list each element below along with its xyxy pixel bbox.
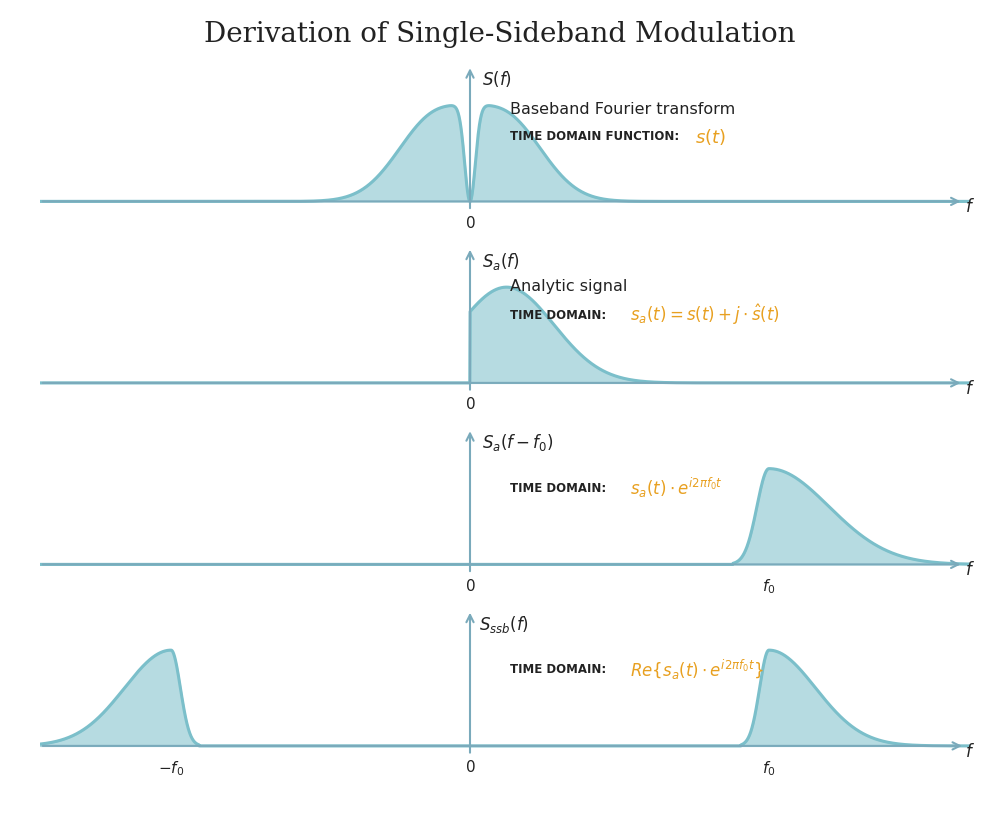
- Text: $0$: $0$: [465, 396, 475, 412]
- Text: TIME DOMAIN:: TIME DOMAIN:: [510, 482, 610, 495]
- Text: $\mathit{Re\{s_a(t) \cdot e^{i2\pi f_0 t}\}}$: $\mathit{Re\{s_a(t) \cdot e^{i2\pi f_0 t…: [630, 658, 764, 682]
- Text: Derivation of Single-Sideband Modulation: Derivation of Single-Sideband Modulation: [204, 21, 796, 48]
- Text: Analytic signal: Analytic signal: [510, 279, 627, 294]
- Text: TIME DOMAIN:: TIME DOMAIN:: [510, 309, 610, 322]
- Text: $f$: $f$: [965, 742, 975, 761]
- Text: $f_0$: $f_0$: [762, 578, 776, 596]
- Text: $f$: $f$: [965, 198, 975, 216]
- Text: TIME DOMAIN FUNCTION:: TIME DOMAIN FUNCTION:: [510, 130, 683, 144]
- Text: $S_a(f)$: $S_a(f)$: [482, 251, 520, 271]
- Text: $f_0$: $f_0$: [762, 759, 776, 778]
- Text: $S_{ssb}(f)$: $S_{ssb}(f)$: [479, 614, 529, 634]
- Text: $S(f)$: $S(f)$: [482, 69, 512, 89]
- Text: $f$: $f$: [965, 380, 975, 398]
- Text: $-f_0$: $-f_0$: [158, 759, 184, 778]
- Text: $\mathit{s_a(t) \cdot e^{i2\pi f_0 t}}$: $\mathit{s_a(t) \cdot e^{i2\pi f_0 t}}$: [630, 476, 723, 501]
- Text: TIME DOMAIN:: TIME DOMAIN:: [510, 663, 610, 676]
- Text: $0$: $0$: [465, 759, 475, 775]
- Text: Baseband Fourier transform: Baseband Fourier transform: [510, 102, 735, 117]
- Text: $\mathit{s_a(t) = s(t) + j \cdot \hat{s}(t)}$: $\mathit{s_a(t) = s(t) + j \cdot \hat{s}…: [630, 303, 780, 328]
- Text: $f$: $f$: [965, 561, 975, 579]
- Text: $0$: $0$: [465, 214, 475, 231]
- Text: $\mathit{s(t)}$: $\mathit{s(t)}$: [695, 127, 726, 147]
- Text: $S_a(f-f_0)$: $S_a(f-f_0)$: [482, 432, 554, 453]
- Text: $0$: $0$: [465, 578, 475, 594]
